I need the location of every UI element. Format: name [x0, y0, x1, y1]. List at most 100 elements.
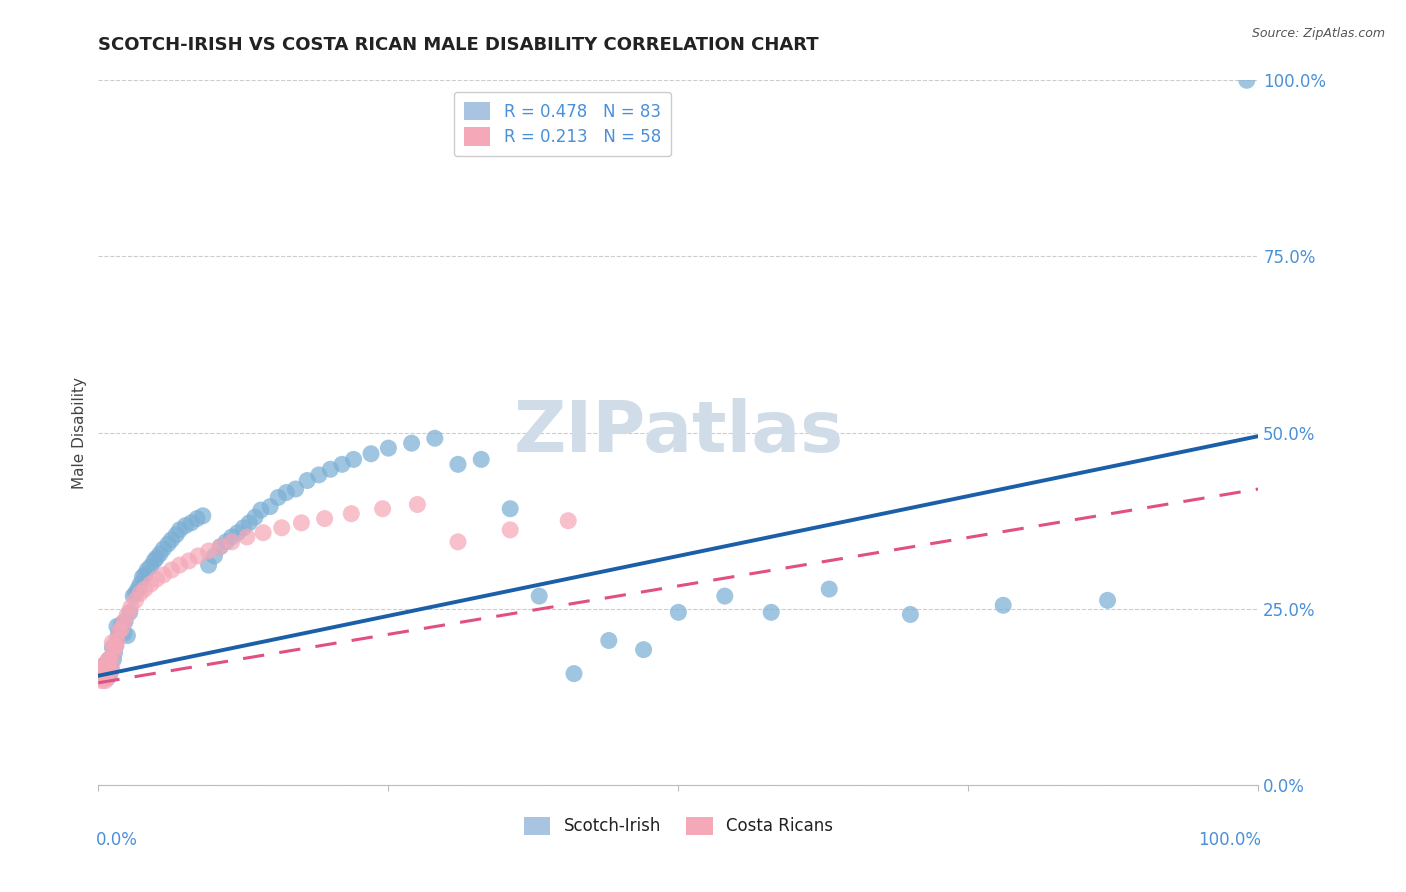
Point: [124, 586, 146, 600]
Point: [270, 521, 292, 535]
Point: [267, 491, 290, 505]
Point: [91, 669, 114, 683]
Point: [111, 617, 132, 632]
Point: [90, 671, 112, 685]
Point: [238, 516, 260, 530]
Point: [377, 441, 399, 455]
Point: [129, 586, 152, 600]
Point: [100, 662, 122, 676]
Point: [209, 540, 232, 554]
Point: [169, 523, 191, 537]
Point: [900, 607, 922, 622]
Point: [284, 482, 307, 496]
Point: [666, 605, 689, 619]
Point: [714, 589, 737, 603]
Point: [401, 436, 423, 450]
Point: [232, 521, 254, 535]
Point: [191, 508, 214, 523]
Point: [93, 669, 115, 683]
Point: [308, 467, 330, 482]
Point: [94, 669, 117, 683]
Point: [1236, 73, 1258, 87]
Point: [96, 666, 118, 681]
Point: [94, 659, 117, 673]
Point: [177, 554, 200, 568]
Point: [276, 485, 298, 500]
Point: [143, 554, 166, 568]
Point: [97, 652, 120, 666]
Point: [761, 605, 783, 619]
Point: [1097, 593, 1119, 607]
Point: [134, 582, 156, 596]
Point: [139, 577, 162, 591]
Point: [129, 577, 152, 591]
Point: [160, 533, 183, 547]
Point: [250, 503, 273, 517]
Point: [314, 511, 336, 525]
Point: [103, 645, 125, 659]
Point: [174, 518, 197, 533]
Point: [259, 500, 281, 514]
Point: [993, 599, 1015, 613]
Point: [90, 665, 112, 680]
Point: [114, 615, 136, 629]
Point: [96, 657, 118, 671]
Point: [104, 639, 127, 653]
Point: [94, 664, 117, 678]
Point: [297, 474, 319, 488]
Point: [89, 669, 111, 683]
Point: [243, 510, 266, 524]
Point: [89, 665, 111, 680]
Point: [215, 534, 238, 549]
Point: [499, 501, 522, 516]
Legend: Scotch-Irish, Costa Ricans: Scotch-Irish, Costa Ricans: [516, 808, 841, 844]
Text: 0.0%: 0.0%: [96, 830, 138, 849]
Point: [360, 447, 382, 461]
Point: [562, 666, 585, 681]
Point: [117, 629, 139, 643]
Text: ZIPatlas: ZIPatlas: [513, 398, 844, 467]
Point: [111, 622, 132, 636]
Point: [252, 525, 274, 540]
Point: [120, 600, 142, 615]
Point: [236, 530, 259, 544]
Point: [98, 652, 121, 666]
Point: [319, 462, 342, 476]
Point: [330, 458, 353, 472]
Point: [186, 511, 208, 525]
Point: [91, 662, 114, 676]
Point: [97, 664, 120, 678]
Point: [204, 549, 226, 563]
Point: [105, 633, 128, 648]
Point: [423, 431, 446, 445]
Point: [447, 458, 470, 472]
Text: 100.0%: 100.0%: [1198, 830, 1261, 849]
Point: [152, 541, 174, 556]
Point: [406, 498, 429, 512]
Point: [290, 516, 312, 530]
Point: [104, 640, 127, 655]
Point: [226, 525, 249, 540]
Point: [97, 664, 120, 678]
Point: [98, 664, 121, 678]
Point: [633, 642, 655, 657]
Point: [118, 605, 141, 619]
Point: [145, 572, 167, 586]
Point: [371, 501, 394, 516]
Point: [96, 671, 118, 685]
Point: [103, 652, 125, 666]
Point: [91, 664, 114, 678]
Point: [160, 563, 183, 577]
Point: [470, 452, 492, 467]
Point: [105, 619, 128, 633]
Point: [98, 666, 121, 681]
Point: [98, 657, 121, 671]
Point: [197, 544, 219, 558]
Point: [93, 671, 115, 685]
Point: [100, 659, 122, 673]
Point: [499, 523, 522, 537]
Point: [149, 547, 172, 561]
Text: SCOTCH-IRISH VS COSTA RICAN MALE DISABILITY CORRELATION CHART: SCOTCH-IRISH VS COSTA RICAN MALE DISABIL…: [98, 36, 820, 54]
Point: [818, 582, 841, 596]
Point: [122, 589, 145, 603]
